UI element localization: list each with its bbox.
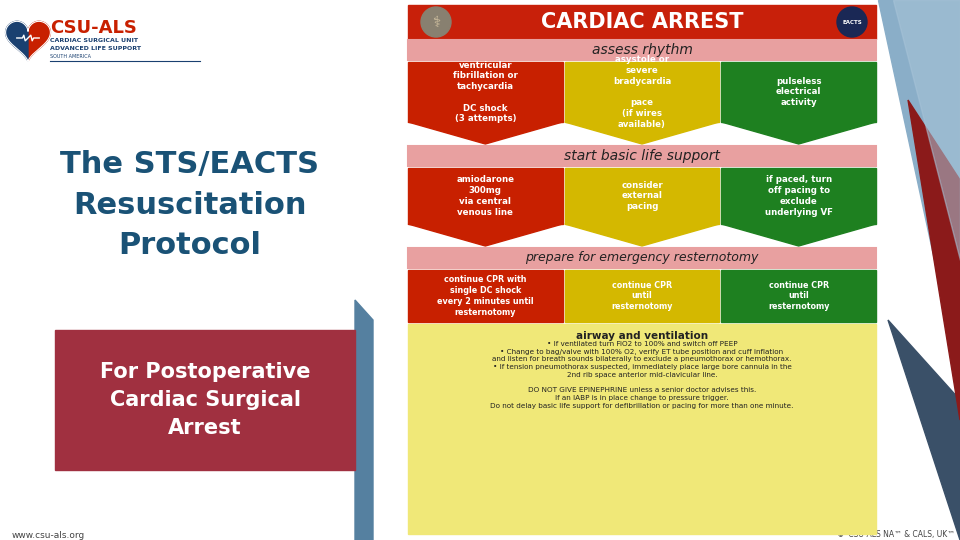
Bar [564,62,719,122]
Bar [408,5,876,535]
Bar [408,270,563,322]
Bar [408,5,876,39]
Text: EACTS: EACTS [842,19,862,24]
Bar [721,62,876,122]
Bar [408,146,876,166]
Bar [721,270,876,322]
Polygon shape [6,21,28,62]
Bar [564,168,719,224]
Text: For Postoperative
Cardiac Surgical
Arrest: For Postoperative Cardiac Surgical Arres… [100,362,310,438]
Polygon shape [908,100,960,420]
Text: ventricular
fibrillation or
tachycardia

DC shock
(3 attempts): ventricular fibrillation or tachycardia … [453,60,517,123]
Text: asystole or
severe
bradycardia

pace
(if wires
available): asystole or severe bradycardia pace (if … [612,55,671,129]
Polygon shape [721,224,876,246]
Polygon shape [878,0,960,380]
Text: The STS/EACTS
Resuscitation
Protocol: The STS/EACTS Resuscitation Protocol [60,150,320,260]
Polygon shape [408,224,563,246]
Text: assess rhythm: assess rhythm [591,43,692,57]
Text: www.csu-als.org: www.csu-als.org [12,530,85,539]
Bar [408,40,876,60]
Text: continue CPR
until
resternotomy: continue CPR until resternotomy [612,281,673,311]
Text: start basic life support: start basic life support [564,149,720,163]
Bar [408,324,876,534]
Circle shape [421,7,451,37]
Polygon shape [408,122,563,144]
Text: airway and ventilation: airway and ventilation [576,331,708,341]
Text: ADVANCED LIFE SUPPORT: ADVANCED LIFE SUPPORT [50,45,141,51]
Text: ⚕: ⚕ [432,15,440,30]
Text: SOUTH AMERICA: SOUTH AMERICA [50,53,91,58]
Bar [408,62,563,122]
Text: CARDIAC ARREST: CARDIAC ARREST [540,12,743,32]
Bar [408,168,563,224]
Text: amiodarone
300mg
via central
venous line: amiodarone 300mg via central venous line [456,176,515,217]
Bar [721,168,876,224]
Text: prepare for emergency resternotomy: prepare for emergency resternotomy [525,252,758,265]
Text: consider
external
pacing: consider external pacing [621,181,662,211]
Text: • If ventilated turn FiO2 to 100% and switch off PEEP
• Change to bag/valve with: • If ventilated turn FiO2 to 100% and sw… [491,341,794,409]
Polygon shape [893,0,960,260]
Polygon shape [28,21,50,62]
Text: pulseless
electrical
activity: pulseless electrical activity [776,77,822,107]
Text: if paced, turn
off pacing to
exclude
underlying VF: if paced, turn off pacing to exclude und… [765,176,832,217]
Text: CSU-ALS: CSU-ALS [50,19,137,37]
Polygon shape [721,122,876,144]
Circle shape [837,7,867,37]
Text: continue CPR
until
resternotomy: continue CPR until resternotomy [768,281,829,311]
Text: CARDIAC SURGICAL UNIT: CARDIAC SURGICAL UNIT [50,37,138,43]
Polygon shape [888,320,960,540]
Bar [55,330,355,470]
Text: continue CPR with
single DC shock
every 2 minutes until
resternotomy: continue CPR with single DC shock every … [437,275,534,316]
Polygon shape [355,300,373,540]
Bar [408,248,876,268]
Bar [564,270,719,322]
Text: © CSU-ALS NA™ & CALS, UK™: © CSU-ALS NA™ & CALS, UK™ [837,530,955,539]
Polygon shape [564,224,719,246]
Polygon shape [564,122,719,144]
